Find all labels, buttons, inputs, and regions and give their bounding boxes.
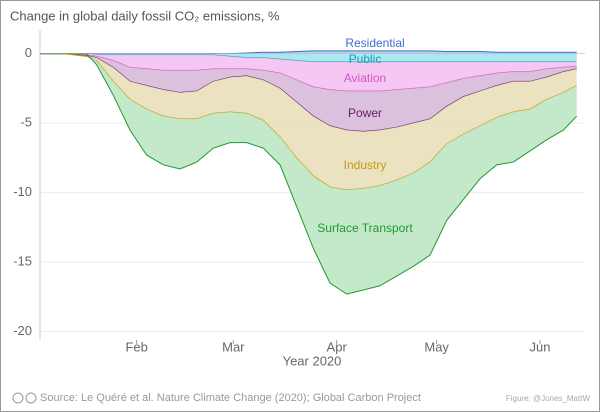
series-label: Aviation <box>344 71 386 85</box>
area-edge <box>40 53 578 295</box>
chart-title: Change in global daily fossil CO₂ emissi… <box>10 8 280 23</box>
area <box>40 53 577 190</box>
x-tick-label: Apr <box>327 339 348 354</box>
y-tick-label: -10 <box>13 184 32 199</box>
x-tick-label: Mar <box>222 339 245 354</box>
series-label: Surface Transport <box>317 221 413 235</box>
y-tick-label: -20 <box>13 323 32 338</box>
area <box>40 53 577 132</box>
y-tick-label: 0 <box>25 45 32 60</box>
series-label: Industry <box>344 158 387 172</box>
x-axis-label: Year 2020 <box>283 353 342 368</box>
y-tick-label: -15 <box>13 254 32 269</box>
cc-icons <box>12 392 37 404</box>
credit: Figure: @Jones_MattW <box>506 394 591 403</box>
series-label: Public <box>349 52 382 66</box>
area <box>40 53 577 295</box>
series-label: Residential <box>345 36 404 50</box>
series-label: Power <box>348 106 382 120</box>
source: Source: Le Quéré et al. Nature Climate C… <box>40 392 421 404</box>
area <box>40 53 577 92</box>
x-tick-label: Feb <box>125 339 147 354</box>
y-tick-label: -5 <box>20 115 32 130</box>
area <box>40 53 577 62</box>
x-tick-label: Jun <box>530 339 551 354</box>
x-tick-label: May <box>424 339 449 354</box>
